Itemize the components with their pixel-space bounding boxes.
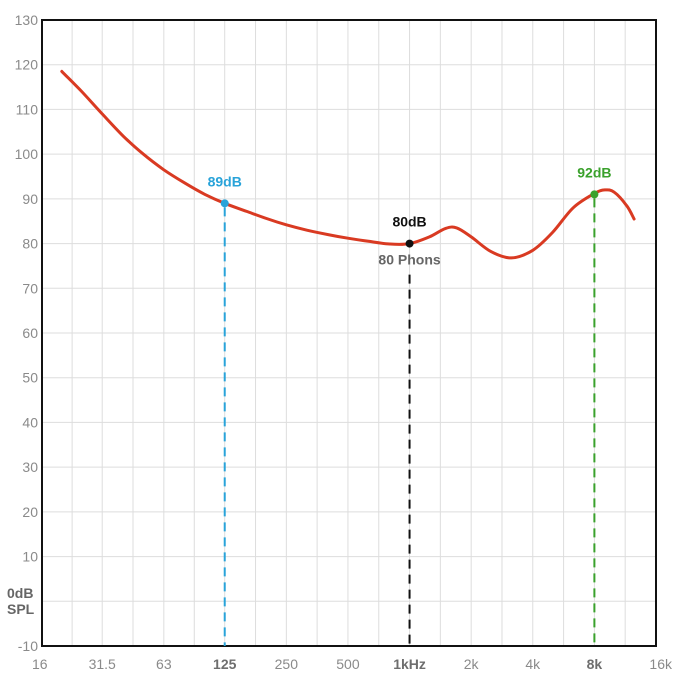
marker-point <box>405 239 414 248</box>
y-tick-label: 80 <box>22 236 38 252</box>
y-tick-label: 10 <box>22 549 38 565</box>
y-tick-label: 30 <box>22 459 38 475</box>
y-tick-label: 40 <box>22 414 38 430</box>
loudness-curve <box>60 69 636 260</box>
x-tick-label: 63 <box>156 656 172 672</box>
x-tick-label: 8k <box>587 656 603 672</box>
y-axis-label-line-2: SPL <box>7 601 35 617</box>
x-tick-label: 500 <box>336 656 360 672</box>
x-tick-label: 31.5 <box>89 656 116 672</box>
y-tick-label: 50 <box>22 370 38 386</box>
y-axis-label: 0dB SPL <box>7 585 35 617</box>
y-tick-label: 110 <box>16 101 39 117</box>
curve-markers: 89dB 80dB 80 Phons 92dB <box>208 164 612 267</box>
x-tick-label: 1kHz <box>393 656 426 672</box>
marker-point <box>590 190 599 199</box>
y-axis-label-line-1: 0dB <box>7 585 33 601</box>
marker-drop-lines <box>223 198 596 646</box>
marker-sublabel: 80 Phons <box>378 252 440 268</box>
y-tick-label: 90 <box>22 191 38 207</box>
x-tick-label: 16 <box>32 656 48 672</box>
grid-lines <box>41 19 656 647</box>
x-tick-label: 16k <box>649 656 673 672</box>
y-tick-label: -10 <box>18 638 38 654</box>
y-axis-ticks: 130 120 110 100 90 80 70 60 50 40 30 20 10 -10 <box>15 12 39 654</box>
x-axis-ticks: 16 31.5 63 125 250 500 1kHz 2k 4k 8k 16k <box>32 656 673 672</box>
x-tick-label: 2k <box>464 656 480 672</box>
marker-label: 89dB <box>208 173 242 189</box>
x-tick-label: 4k <box>525 656 541 672</box>
marker-point <box>220 199 229 208</box>
plot-frame <box>41 19 657 647</box>
y-tick-label: 120 <box>15 57 39 73</box>
y-tick-label: 70 <box>22 280 38 296</box>
marker-label: 92dB <box>577 164 611 180</box>
x-tick-label: 250 <box>275 656 299 672</box>
x-tick-label: 125 <box>213 656 237 672</box>
y-tick-label: 100 <box>15 146 39 162</box>
y-tick-label: 20 <box>22 504 38 520</box>
marker-label: 80dB <box>392 214 426 230</box>
y-tick-label: 130 <box>15 12 39 28</box>
y-tick-label: 60 <box>22 325 38 341</box>
